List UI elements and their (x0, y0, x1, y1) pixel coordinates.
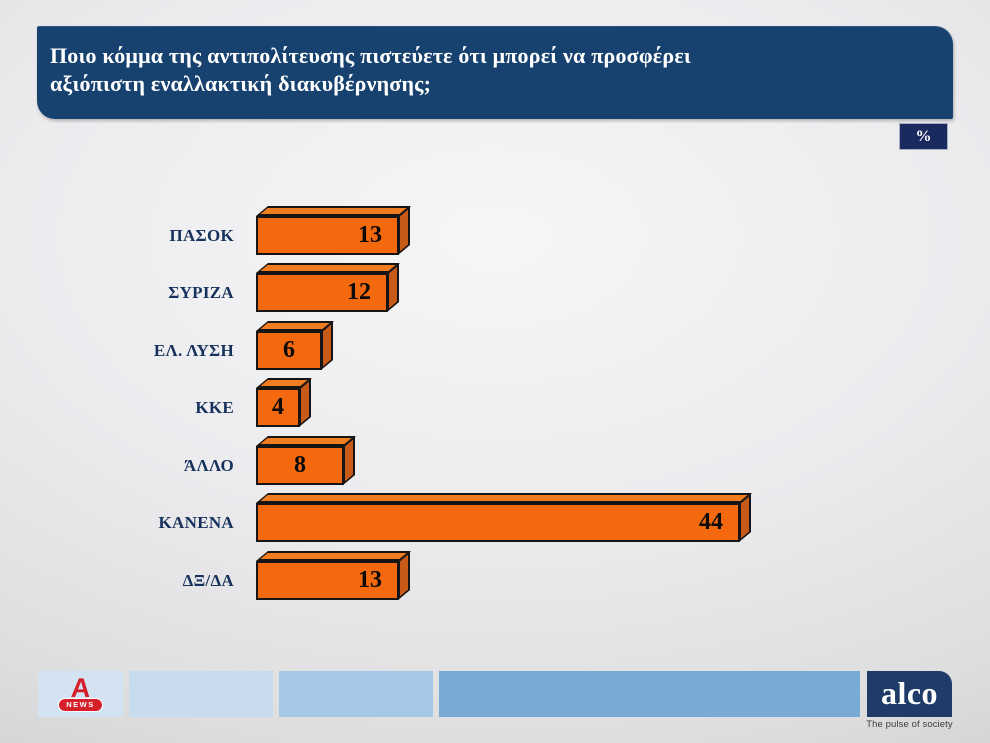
footer-band-2 (129, 671, 273, 717)
bar-label: ΚΚΕ (195, 398, 234, 417)
bar-3d-side-face (398, 205, 410, 255)
bar-3d-top-face (256, 551, 412, 561)
bar-value-label: 6 (283, 337, 295, 363)
bar-3d-side-face (321, 320, 333, 370)
alpha-logo-letter: A (69, 672, 92, 703)
bar: 12 (256, 273, 388, 312)
bar: 6 (256, 331, 322, 370)
alco-logo: alco (867, 671, 952, 717)
bar-3d-top-face (256, 436, 357, 446)
bar-value-label: 44 (699, 509, 723, 535)
bar-3d-top-face (256, 493, 753, 503)
bar-3d-side-face (299, 377, 311, 427)
bar: 4 (256, 388, 300, 427)
question-line-2: αξιόπιστη εναλλακτική διακυβέρνησης; (50, 71, 432, 96)
bar-3d-top-face (256, 206, 412, 216)
bar-3d-side-face (387, 262, 399, 312)
bar-chart: ΠΑΣΟΚ 13 ΣΥΡΙΖΑ 12 ΕΛ. ΛΥΣΗ 6 ΚΚΕ 4 ΆΛΛΟ 8 ΚΑΝΕΝΑ 4… (153, 205, 753, 600)
alpha-news-pill: NEWS (58, 697, 103, 712)
bar-3d-side-face (343, 435, 355, 485)
bar-value-label: 4 (272, 394, 284, 420)
bar-label: ΚΑΝΕΝΑ (158, 513, 234, 532)
bar-3d-side-face (739, 492, 751, 542)
bar-value-label: 13 (358, 222, 382, 248)
bar-label: ΕΛ. ΛΥΣΗ (153, 341, 234, 360)
bar-label: ΣΥΡΙΖΑ (168, 283, 234, 302)
bar-label: ΔΞ/ΔΑ (182, 571, 234, 590)
question-line-1: Ποιο κόμμα της αντιπολίτευσης πιστεύετε … (50, 43, 691, 68)
footer-band-3 (279, 671, 433, 717)
question-header: Ποιο κόμμα της αντιπολίτευσης πιστεύετε … (37, 26, 953, 119)
footer-band-4 (439, 671, 860, 717)
bar: 8 (256, 446, 344, 485)
bar: 13 (256, 216, 399, 255)
bar: 44 (256, 503, 740, 542)
bar-value-label: 8 (294, 452, 306, 478)
bar-value-label: 12 (347, 279, 371, 305)
alpha-news-logo: A NEWS (38, 671, 123, 717)
percent-unit-badge: % (899, 123, 948, 150)
bar-label: ΆΛΛΟ (183, 456, 234, 475)
bar-value-label: 13 (358, 567, 382, 593)
bar-label: ΠΑΣΟΚ (169, 226, 234, 245)
bar-3d-top-face (256, 263, 401, 273)
bar-3d-side-face (398, 550, 410, 600)
bar: 13 (256, 561, 399, 600)
alco-tagline: The pulse of society (866, 719, 953, 730)
